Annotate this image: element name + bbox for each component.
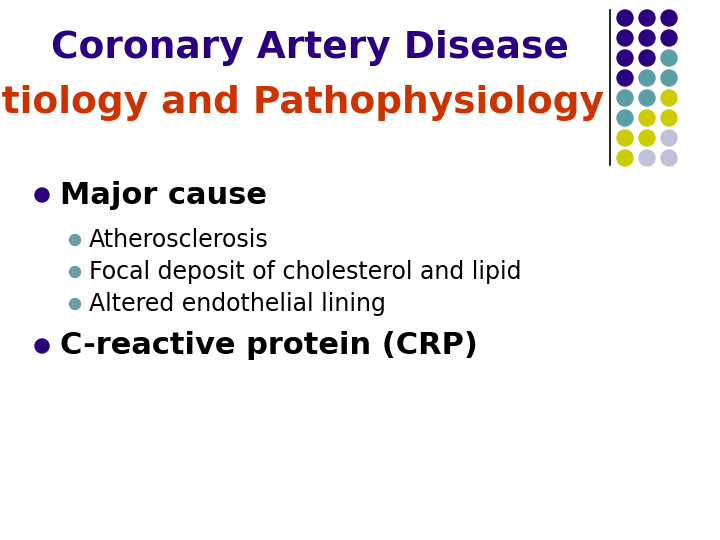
- Circle shape: [617, 30, 633, 46]
- Text: Focal deposit of cholesterol and lipid: Focal deposit of cholesterol and lipid: [89, 260, 521, 284]
- Circle shape: [617, 90, 633, 106]
- Text: Etiology and Pathophysiology: Etiology and Pathophysiology: [0, 85, 604, 121]
- Circle shape: [661, 90, 677, 106]
- Circle shape: [661, 110, 677, 126]
- Circle shape: [617, 70, 633, 86]
- Text: Altered endothelial lining: Altered endothelial lining: [89, 292, 386, 316]
- Circle shape: [661, 10, 677, 26]
- Circle shape: [70, 299, 81, 309]
- Circle shape: [35, 339, 49, 353]
- Circle shape: [617, 110, 633, 126]
- Text: C-reactive protein (CRP): C-reactive protein (CRP): [60, 332, 478, 361]
- Circle shape: [639, 150, 655, 166]
- Circle shape: [617, 50, 633, 66]
- Circle shape: [639, 10, 655, 26]
- Circle shape: [70, 267, 81, 278]
- Circle shape: [70, 234, 81, 246]
- Circle shape: [639, 30, 655, 46]
- Circle shape: [661, 150, 677, 166]
- Text: Major cause: Major cause: [60, 180, 267, 210]
- Circle shape: [35, 188, 49, 202]
- Text: Atherosclerosis: Atherosclerosis: [89, 228, 269, 252]
- Circle shape: [661, 30, 677, 46]
- Circle shape: [639, 110, 655, 126]
- Circle shape: [639, 70, 655, 86]
- Circle shape: [617, 150, 633, 166]
- Circle shape: [639, 90, 655, 106]
- Circle shape: [617, 10, 633, 26]
- Text: Coronary Artery Disease: Coronary Artery Disease: [51, 30, 569, 66]
- Circle shape: [639, 50, 655, 66]
- Circle shape: [617, 130, 633, 146]
- Circle shape: [661, 130, 677, 146]
- Circle shape: [639, 130, 655, 146]
- Circle shape: [661, 70, 677, 86]
- Circle shape: [661, 50, 677, 66]
